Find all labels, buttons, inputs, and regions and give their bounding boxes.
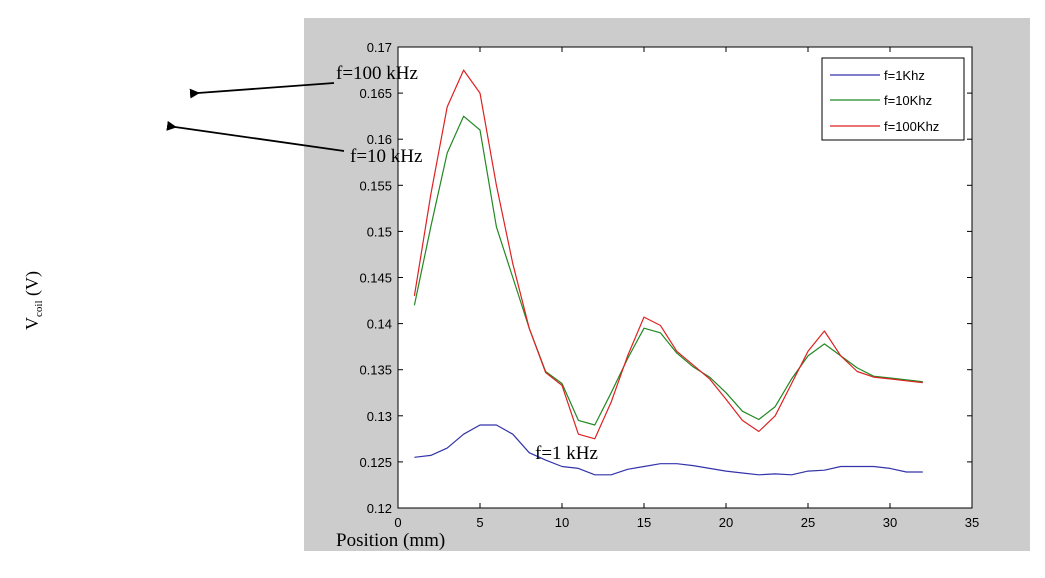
- legend-label-1: f=1Khz: [884, 68, 925, 83]
- y-tick-label: 0.12: [367, 501, 392, 516]
- legend: f=1Khz f=10Khz f=100Khz: [821, 57, 965, 141]
- y-tick-label: 0.145: [359, 271, 392, 286]
- x-tick-label: 10: [555, 515, 569, 530]
- y-axis-ticks: 0.12 0.125 0.13 0.135 0.14 0.145 0.15 0.155 0.16…: [359, 40, 972, 516]
- y-tick-label: 0.15: [367, 224, 392, 239]
- legend-label-3: f=100Khz: [884, 119, 939, 134]
- series-line-f-100khz: [413, 69, 923, 440]
- y-tick-label: 0.135: [359, 363, 392, 378]
- annotation-f100khz: f=100 kHz: [336, 63, 418, 84]
- y-tick-label: 0.125: [359, 455, 392, 470]
- series-line-f-10khz: [413, 115, 923, 426]
- x-tick-label: 20: [719, 515, 733, 530]
- x-axis-ticks: 0 5 10 15 20 25 30 35: [394, 47, 979, 530]
- series-line-f-1khz: [414, 424, 923, 476]
- y-tick-label: 0.17: [367, 40, 392, 55]
- x-tick-label: 30: [883, 515, 897, 530]
- x-axis-label: Position (mm): [336, 530, 445, 551]
- y-axis-label: Vcoil (V): [22, 271, 45, 330]
- x-tick-label: 15: [637, 515, 651, 530]
- x-tick-label: 35: [965, 515, 979, 530]
- y-axis-label-subscript: coil: [33, 301, 45, 318]
- annotation-arrow-f100khz: [189, 82, 335, 99]
- y-tick-label: 0.16: [367, 132, 392, 147]
- x-tick-label: 5: [476, 515, 483, 530]
- x-tick-label: 0: [394, 515, 401, 530]
- y-axis-label-main: V: [22, 317, 42, 330]
- annotation-arrow-f10khz: [166, 120, 345, 152]
- annotation-f10khz: f=10 kHz: [350, 146, 422, 167]
- y-tick-label: 0.165: [359, 86, 392, 101]
- y-tick-label: 0.14: [367, 317, 392, 332]
- legend-label-2: f=10Khz: [884, 93, 932, 108]
- y-tick-label: 0.13: [367, 409, 392, 424]
- x-tick-label: 25: [801, 515, 815, 530]
- y-tick-label: 0.155: [359, 178, 392, 193]
- y-axis-label-unit: (V): [22, 271, 43, 301]
- annotation-f1khz: f=1 kHz: [535, 443, 598, 464]
- series-lines: [413, 69, 923, 476]
